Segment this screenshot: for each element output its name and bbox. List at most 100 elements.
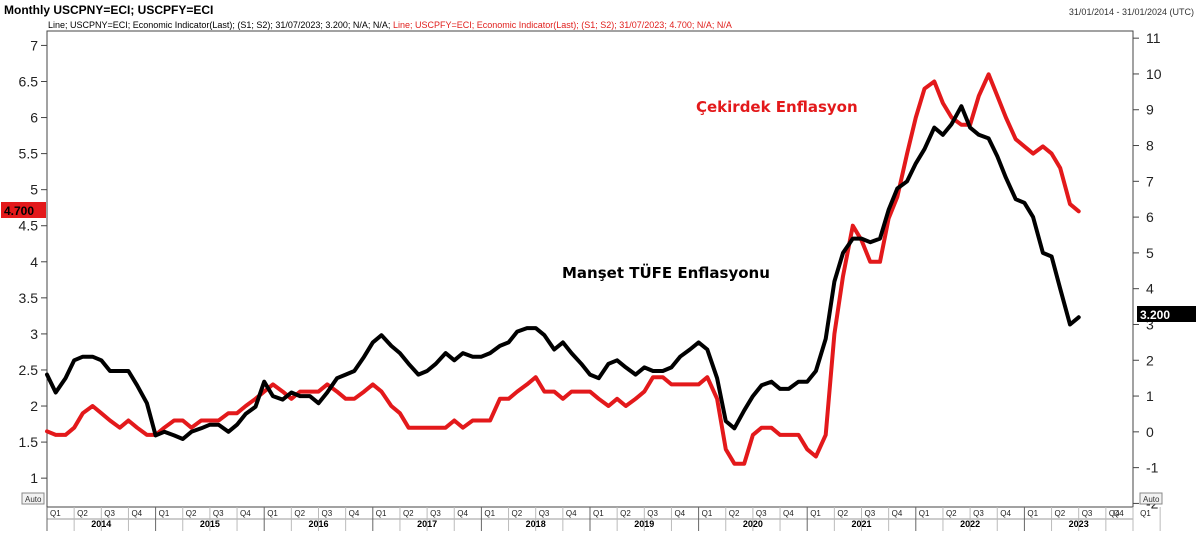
right-axis-tick-label: 8 <box>1146 138 1154 154</box>
core-last-value-label: 4.700 <box>4 204 34 218</box>
x-axis-quarter-label: Q3 <box>973 509 984 518</box>
right-axis-tick-label: 3 <box>1146 316 1154 332</box>
x-axis-year-label: 2017 <box>417 519 437 529</box>
x-axis-quarter-label: Q2 <box>729 509 740 518</box>
x-axis-quarter-label: Q3 <box>322 509 333 518</box>
left-axis-tick-label: 6.5 <box>19 73 39 89</box>
right-axis-tick-label: 7 <box>1146 173 1154 189</box>
series-legend: Line; USCPNY=ECI; Economic Indicator(Las… <box>48 20 732 30</box>
x-axis-quarter-label: Q3 <box>1082 509 1093 518</box>
x-axis-quarter-label: Q2 <box>620 509 631 518</box>
headline-last-value-label: 3.200 <box>1140 308 1170 322</box>
x-axis-quarter-label: Q4 <box>566 509 577 518</box>
left-axis-tick-label: 4.5 <box>19 218 39 234</box>
x-axis-quarter-label: Q1 <box>159 509 170 518</box>
x-axis-quarter-label: Q4 <box>892 509 903 518</box>
legend-series-core: Line; USCPFY=ECI; Economic Indicator(Las… <box>392 20 732 30</box>
series-layer <box>45 72 1081 466</box>
right-axis-tick-label: 5 <box>1146 245 1154 261</box>
x-axis-quarter-label: Q1 <box>376 509 387 518</box>
x-axis-quarter-label: Q3 <box>539 509 550 518</box>
x-axis-quarter-label: Q2 <box>837 509 848 518</box>
x-axis-quarter-label: Q4 <box>1000 509 1011 518</box>
date-range-label: 31/01/2014 - 31/01/2024 (UTC) <box>1068 7 1194 17</box>
left-axis-tick-label: 1 <box>30 470 38 486</box>
x-axis-quarter-label: Q4 <box>457 509 468 518</box>
x-axis-quarter-label: Q4 <box>349 509 360 518</box>
x-axis-year-label: 2023 <box>1069 519 1089 529</box>
left-axis-tick-label: 1.5 <box>19 434 39 450</box>
x-axis-quarter-label: Q2 <box>403 509 414 518</box>
right-axis-tick-label: 2 <box>1146 352 1154 368</box>
auto-scale-left-label: Auto <box>25 495 42 504</box>
right-axis-tick-label: 10 <box>1146 66 1162 82</box>
x-axis-quarter-label: Q3 <box>865 509 876 518</box>
x-axis-quarter-label: Q2 <box>186 509 197 518</box>
right-axis-tick-label: 9 <box>1146 102 1154 118</box>
x-axis: Q1 Q2 Q3 Q4 2014 Q1 Q2 Q3 Q4 2015 Q1 Q2 Q3 Q4 2016 Q1 Q2… <box>46 507 1161 531</box>
x-axis-quarter-label: Q3 <box>104 509 115 518</box>
x-axis-quarter-label: Q1 <box>810 509 821 518</box>
x-axis-year-label: 2015 <box>200 519 220 529</box>
x-axis-quarter-label: Q1 <box>919 509 930 518</box>
x-axis-year-label: 2021 <box>851 519 871 529</box>
left-axis-tick-label: 4 <box>30 254 38 270</box>
x-axis-year-label: 2022 <box>960 519 980 529</box>
x-axis-quarter-label: Q1 <box>267 509 278 518</box>
x-axis-quarter-label: Q2 <box>77 509 88 518</box>
left-y-axis: 1 1.5 2 2.5 3 3.5 4 4.5 5 5.5 6 6.5 7 <box>19 37 47 486</box>
right-axis-tick-label: 1 <box>1146 388 1154 404</box>
series-line-core <box>45 72 1081 466</box>
annotation-headline-inflation: Manşet TÜFE Enflasyonu <box>562 263 770 282</box>
auto-scale-right-label: Auto <box>1143 495 1160 504</box>
x-axis-quarter-label: Q4 <box>674 509 685 518</box>
x-axis-quarter-label: Q1 <box>702 509 713 518</box>
x-axis-quarter-label: Q1 <box>593 509 604 518</box>
chart-header-title: Monthly USCPNY=ECI; USCPFY=ECI <box>4 3 214 17</box>
x-axis-quarter-label: Q2 <box>512 509 523 518</box>
annotation-core-inflation: Çekirdek Enflasyon <box>696 98 858 116</box>
x-axis-quarter-label: Q1 <box>484 509 495 518</box>
x-axis-year-label: 2018 <box>526 519 546 529</box>
right-axis-tick-label: 6 <box>1146 209 1154 225</box>
x-axis-quarter-label: Q4 <box>1113 509 1124 518</box>
left-axis-tick-label: 5 <box>30 182 38 198</box>
left-axis-tick-label: 3.5 <box>19 290 39 306</box>
x-axis-year-label: 2020 <box>743 519 763 529</box>
series-line-headline <box>45 104 1081 441</box>
right-axis-tick-label: 0 <box>1146 424 1154 440</box>
x-axis-quarter-label: Q4 <box>240 509 251 518</box>
x-axis-quarter-label: Q4 <box>131 509 142 518</box>
x-axis-quarter-label: Q2 <box>1055 509 1066 518</box>
headline-last-value-badge: 3.200 <box>1137 306 1196 322</box>
x-axis-quarter-label: Q2 <box>946 509 957 518</box>
x-axis-quarter-label: Q3 <box>756 509 767 518</box>
x-axis-quarter-label: Q4 <box>783 509 794 518</box>
x-axis-quarter-label: Q3 <box>647 509 658 518</box>
x-axis-year-label: 2019 <box>634 519 654 529</box>
left-axis-tick-label: 2 <box>30 398 38 414</box>
left-axis-tick-label: 3 <box>30 326 38 342</box>
legend-series-headline: Line; USCPNY=ECI; Economic Indicator(Las… <box>48 20 391 30</box>
x-axis-quarter-label: Q2 <box>294 509 305 518</box>
core-last-value-badge: 4.700 <box>1 202 46 218</box>
right-axis-tick-label: 11 <box>1146 30 1161 46</box>
left-axis-tick-label: 5.5 <box>19 146 39 162</box>
x-axis-quarter-label: Q3 <box>213 509 224 518</box>
left-axis-tick-label: 6 <box>30 110 38 126</box>
x-axis-year-label: 2016 <box>308 519 328 529</box>
x-axis-year-label: 2014 <box>91 519 111 529</box>
right-axis-tick-label: 4 <box>1146 281 1154 297</box>
auto-scale-right[interactable]: Auto <box>1139 492 1163 505</box>
x-axis-quarter-label: Q1 <box>1140 509 1151 518</box>
x-axis-quarter-label: Q1 <box>50 509 61 518</box>
x-axis-quarter-label: Q1 <box>1027 509 1038 518</box>
auto-scale-left[interactable]: Auto <box>21 492 45 505</box>
x-axis-quarter-label: Q4 <box>1109 509 1120 518</box>
x-axis-quarter-label: Q3 <box>430 509 441 518</box>
left-axis-tick-label: 2.5 <box>19 362 39 378</box>
right-axis-tick-label: -1 <box>1146 460 1159 476</box>
left-axis-tick-label: 7 <box>30 37 38 53</box>
